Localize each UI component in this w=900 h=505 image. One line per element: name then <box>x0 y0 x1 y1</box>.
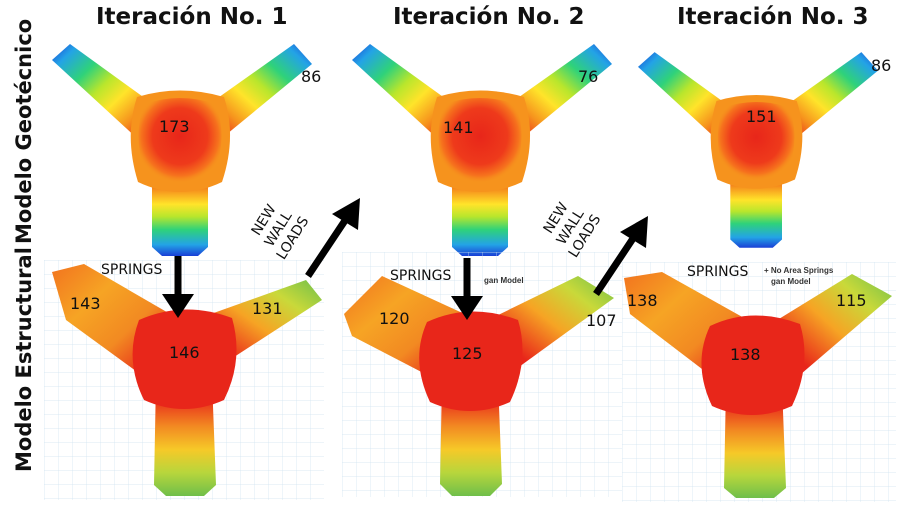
column-title-2: Iteración No. 2 <box>393 4 585 30</box>
struct-panel-3 <box>622 262 896 502</box>
struct-contour-2 <box>342 252 622 497</box>
springs-label-2: SPRINGS <box>390 268 452 284</box>
panel-2-header: gan Model <box>484 276 524 285</box>
geotech-center-value-3: 151 <box>746 107 777 126</box>
geotech-contour-2 <box>352 44 612 256</box>
panel-3-header-line1: + No Area Springs <box>764 266 834 275</box>
struct-right-value-1: 131 <box>252 299 283 318</box>
panel-3-header-line2: gan Model <box>771 277 811 286</box>
geotech-panel-1 <box>52 42 312 257</box>
springs-label-1: SPRINGS <box>101 262 163 278</box>
geotech-panel-3 <box>638 42 878 257</box>
struct-left-value-1: 143 <box>70 294 101 313</box>
row-label-structural: Modelo Estructural <box>12 247 36 472</box>
column-title-3: Iteración No. 3 <box>677 4 869 30</box>
wall-loads-arrow-2 <box>593 216 648 296</box>
geotech-panel-2 <box>352 42 612 257</box>
geotech-center-value-2: 141 <box>443 118 474 137</box>
springs-label-3: SPRINGS <box>687 264 749 280</box>
row-label-geotechnical: Modelo Geotécnico <box>12 18 36 244</box>
wall-loads-arrow-1 <box>305 198 360 278</box>
struct-panel-2 <box>342 252 622 497</box>
struct-center-value-2: 125 <box>452 344 483 363</box>
geotech-edge-value-2: 76 <box>578 67 599 86</box>
struct-right-value-3: 115 <box>836 291 867 310</box>
struct-left-value-2: 120 <box>379 309 410 328</box>
geotech-edge-value-1: 86 <box>301 67 322 86</box>
geotech-center-value-1: 173 <box>159 117 190 136</box>
struct-center-value-1: 146 <box>169 343 200 362</box>
springs-down-arrow-1 <box>162 256 194 318</box>
struct-right-value-2: 107 <box>586 311 617 330</box>
geotech-contour-1 <box>52 44 312 256</box>
geotech-edge-value-3: 86 <box>871 56 892 75</box>
struct-contour-3 <box>622 262 896 502</box>
column-title-1: Iteración No. 1 <box>96 4 288 30</box>
struct-left-value-3: 138 <box>627 291 658 310</box>
springs-down-arrow-2 <box>451 258 483 320</box>
geotech-contour-3 <box>638 52 878 248</box>
struct-center-value-3: 138 <box>730 345 761 364</box>
